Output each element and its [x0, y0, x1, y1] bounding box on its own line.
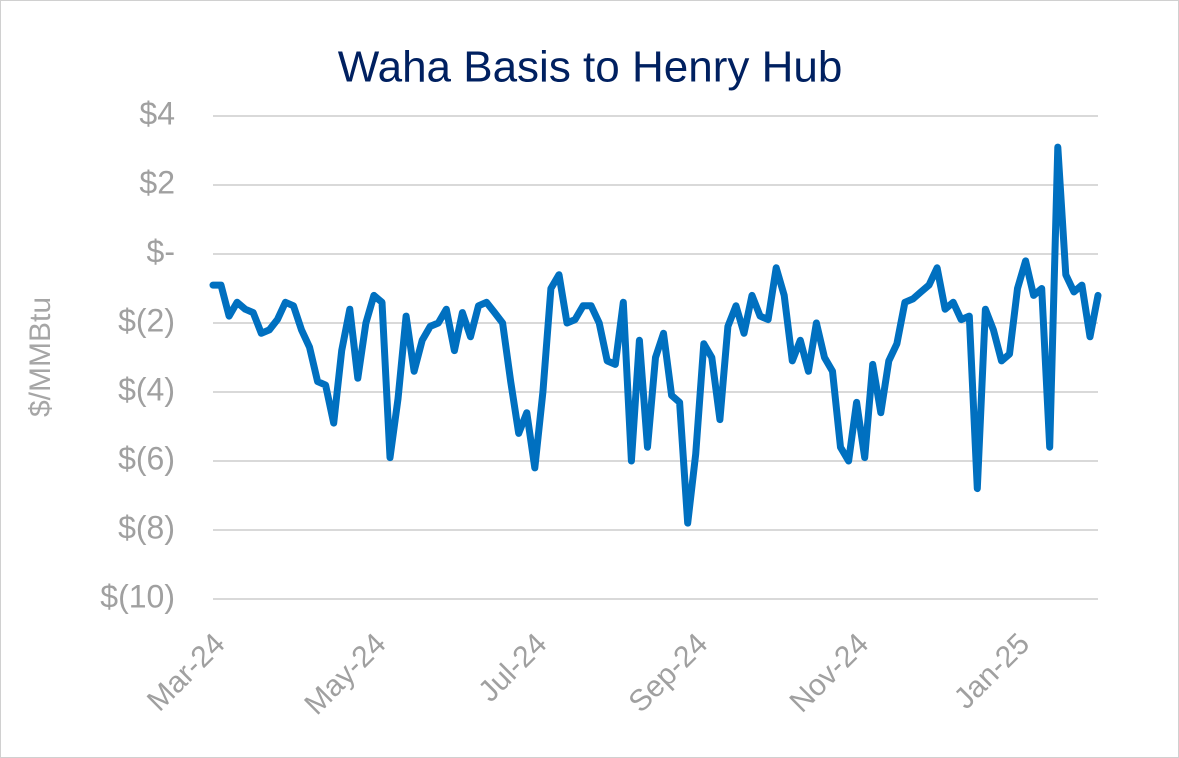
y-tick-label: $(6): [118, 440, 175, 476]
y-tick-label: $(4): [118, 371, 175, 407]
y-tick-label: $(2): [118, 302, 175, 338]
chart-title: Waha Basis to Henry Hub: [338, 43, 843, 92]
y-axis-label: $/MMBtu: [24, 297, 57, 417]
y-tick-label: $4: [139, 95, 175, 131]
y-tick-label: $(10): [100, 578, 175, 614]
y-tick-label: $-: [147, 233, 175, 269]
data-line: [209, 143, 1102, 527]
y-tick-label: $2: [139, 164, 175, 200]
y-tick-label: $(8): [118, 509, 175, 545]
